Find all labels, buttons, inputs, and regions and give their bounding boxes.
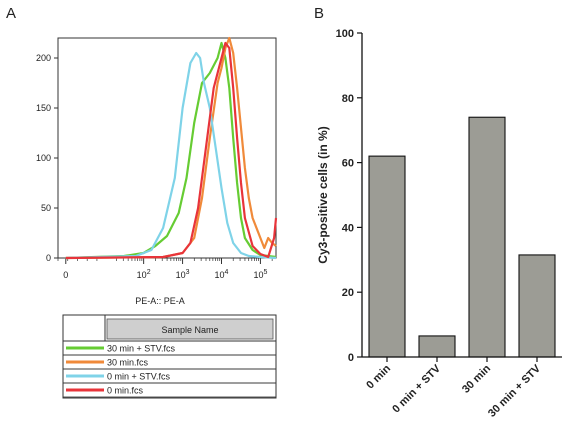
panel-label-a: A — [6, 5, 16, 22]
histogram-x-tick-label: 102 — [137, 269, 151, 280]
histogram-series-line — [65, 41, 278, 260]
bar-marks — [368, 116, 556, 358]
legend-entry-label: 30 min.fcs — [107, 358, 149, 368]
histogram-series-line — [65, 36, 277, 260]
bar-x-tick-label: 0 min — [364, 362, 393, 391]
histogram-y-tick-label: 200 — [36, 53, 51, 63]
histogram-series-line — [65, 51, 277, 260]
legend-row — [62, 382, 277, 398]
histogram-x-tick-label: 105 — [253, 269, 267, 280]
bar-y-tick-label: 100 — [336, 28, 354, 40]
histogram-x-ticks: 0 102 103 104 105 — [57, 258, 273, 280]
histogram-y-tick-label: 50 — [41, 203, 51, 213]
legend-entry-label: 0 min + STV.fcs — [107, 372, 170, 382]
bar-y-tick-label: 60 — [342, 158, 354, 170]
bar-y-axis-label: Cy3-positive cells (in %) — [316, 126, 330, 263]
legend-rows: 30 min + STV.fcs 30 min.fcs 0 min + STV.fc… — [62, 340, 277, 398]
panel-label-b: B — [314, 5, 324, 22]
bar-y-tick-label: 0 — [348, 352, 354, 364]
bar — [418, 335, 456, 358]
bar — [468, 116, 506, 358]
bar — [368, 155, 406, 358]
histogram-x-tick-label: 104 — [215, 269, 229, 280]
bar-y-tick-label: 40 — [342, 222, 354, 234]
histogram-y-tick-label: 0 — [46, 253, 51, 263]
bar-x-tick-label: 30 min — [460, 362, 493, 395]
histogram-legend: Sample Name 30 min + STV.fcs 30 min.fcs 0 … — [62, 314, 277, 399]
bar-x-tick-label: 0 min + STV — [390, 362, 443, 415]
bar-x-tick-label: 30 min + STV — [486, 362, 544, 420]
histogram-x-axis-label: PE-A:: PE-A — [135, 296, 185, 306]
histogram-series-line — [65, 41, 277, 260]
legend-entry-label: 0 min.fcs — [107, 386, 144, 396]
histogram-series — [65, 36, 278, 260]
histogram-y-tick-label: 150 — [36, 103, 51, 113]
legend-header-cell — [106, 318, 274, 340]
bar-y-tick-label: 80 — [342, 93, 354, 105]
histogram-x-tick-label: 103 — [176, 269, 190, 280]
histogram-y-ticks: 0 50 100 150 200 — [36, 53, 58, 263]
bar-y-ticks: 0 20 40 60 80 100 — [336, 28, 362, 364]
bar — [518, 254, 556, 358]
legend-header-text: Sample Name — [161, 325, 218, 335]
histogram-y-tick-label: 100 — [36, 153, 51, 163]
bar-y-tick-label: 20 — [342, 287, 354, 299]
legend-entry-label: 30 min + STV.fcs — [107, 344, 175, 354]
histogram-x-tick-label: 0 — [63, 270, 68, 280]
